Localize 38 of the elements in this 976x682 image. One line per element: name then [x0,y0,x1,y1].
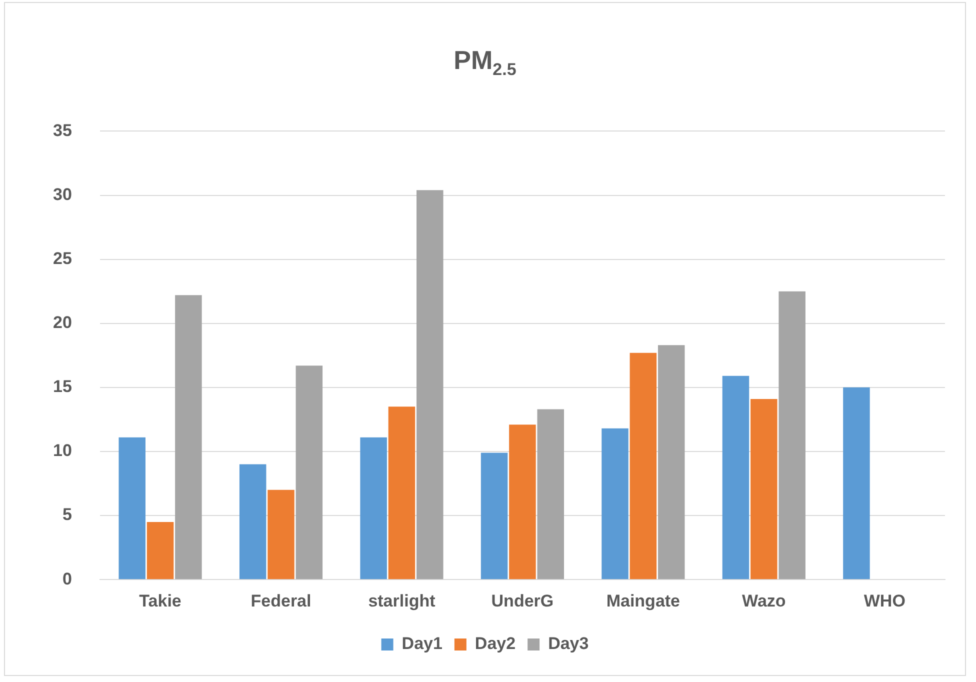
y-tick-label: 0 [62,569,72,588]
y-tick-label: 5 [62,505,72,524]
bar [388,406,416,580]
bar [416,190,444,580]
bar [722,376,750,580]
bar [778,291,806,580]
x-tick-label: Federal [250,591,312,610]
y-tick-label: 35 [52,120,72,140]
x-tick-label: UnderG [491,591,554,610]
bar [360,437,387,580]
bar [658,345,685,580]
bar [239,464,266,580]
y-tick-label: 30 [52,184,72,204]
x-tick-label: WHO [864,591,906,610]
x-tick-label: starlight [368,591,436,610]
legend-label: Day1 [402,634,442,654]
bar [175,295,202,580]
legend-label: Day3 [548,634,589,654]
bar [146,522,174,580]
bar [630,352,657,580]
bar [509,424,536,580]
chart-title: PM$_{2.5}$ [452,45,518,80]
y-tick-label: 20 [52,313,72,332]
x-tick-label: Wazo [742,591,786,610]
x-tick-label: Maingate [606,591,680,610]
legend-label: Day2 [474,634,516,654]
y-tick-label: 15 [52,377,72,396]
x-tick-label: Takie [139,591,182,610]
bar [118,437,146,580]
bar [480,452,508,580]
y-tick-label: 25 [52,249,72,268]
bar [843,387,870,580]
bar [537,409,564,580]
bar [296,366,323,580]
bar [268,490,294,580]
bar [602,428,628,580]
bar [750,398,778,580]
y-tick-label: 10 [52,441,72,460]
